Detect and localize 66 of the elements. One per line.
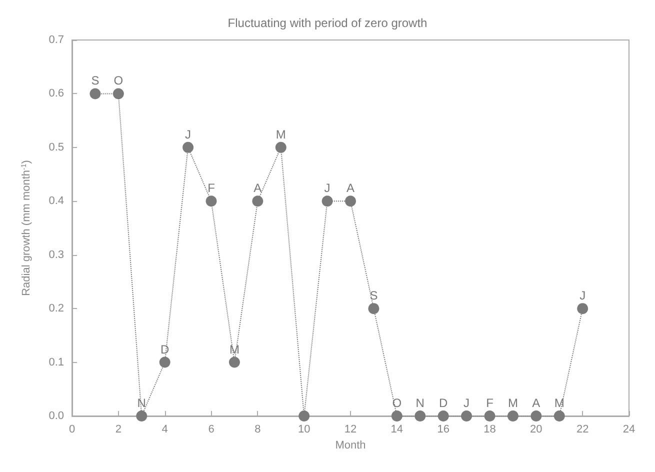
x-tick-label: 4: [162, 424, 168, 436]
point: [554, 410, 565, 422]
y-tick-label: 0.3: [48, 248, 64, 261]
chart-title: Fluctuating with period of zero growth: [228, 16, 428, 30]
x-tick-label: 0: [68, 424, 76, 436]
x-tick-label: 6: [208, 424, 214, 436]
point: [345, 196, 356, 207]
annotation: J: [580, 288, 586, 303]
point: [484, 410, 496, 422]
point: [228, 356, 240, 368]
annotation: N: [416, 396, 424, 410]
annotation: D: [438, 396, 448, 410]
x-tick-label: 12: [344, 424, 357, 436]
annotation: M: [554, 396, 564, 410]
y-tick-label: 0.5: [48, 141, 64, 154]
y-tick-label: 0.4: [48, 195, 64, 208]
x-tick-label: 2: [115, 424, 122, 436]
point: [182, 142, 194, 153]
annotation: A: [254, 181, 262, 196]
annotation: F: [208, 181, 215, 196]
annotation: S: [91, 74, 100, 88]
y-tick-label: 0.1: [48, 356, 64, 368]
annotation: O: [114, 74, 124, 88]
x-tick-label: 24: [622, 424, 636, 436]
point: [391, 410, 402, 422]
annotation: M: [508, 396, 518, 410]
annotation: D: [160, 342, 170, 356]
point: [438, 410, 449, 422]
annotation: J: [464, 396, 470, 410]
x-tick-label: 10: [298, 424, 310, 436]
x-tick-label: 22: [576, 424, 589, 436]
point: [322, 196, 333, 207]
annotation: A: [532, 396, 540, 410]
annotation: M: [229, 342, 240, 356]
annotation: N: [137, 396, 146, 410]
point: [530, 410, 542, 422]
point: [252, 196, 264, 207]
x-tick-label: 16: [437, 424, 450, 436]
point: [368, 303, 380, 314]
point: [275, 142, 286, 153]
annotation: J: [324, 181, 330, 196]
x-tick-label: 18: [484, 424, 496, 436]
point: [136, 410, 148, 422]
point: [414, 410, 426, 422]
point: [461, 410, 472, 422]
annotation: J: [185, 127, 192, 142]
point: [206, 196, 217, 207]
x-tick-label: 20: [530, 424, 542, 436]
annotation: F: [486, 396, 494, 410]
annotation: O: [392, 396, 402, 410]
y-tick-label: 0.0: [48, 410, 64, 422]
point: [112, 88, 124, 100]
point: [90, 88, 101, 100]
point: [159, 356, 170, 368]
point: [577, 303, 588, 314]
point: [298, 410, 310, 422]
x-axis-title: Month: [335, 440, 366, 452]
annotation: S: [370, 288, 378, 303]
x-tick-label: 14: [390, 424, 404, 436]
y-tick-label: 0.6: [48, 88, 64, 100]
point: [507, 410, 518, 422]
y-tick-label: 0.7: [48, 34, 64, 46]
annotation: M: [276, 127, 286, 142]
y-tick-label: 0.2: [48, 302, 64, 315]
x-tick-label: 8: [254, 424, 261, 436]
annotation: A: [346, 181, 355, 196]
